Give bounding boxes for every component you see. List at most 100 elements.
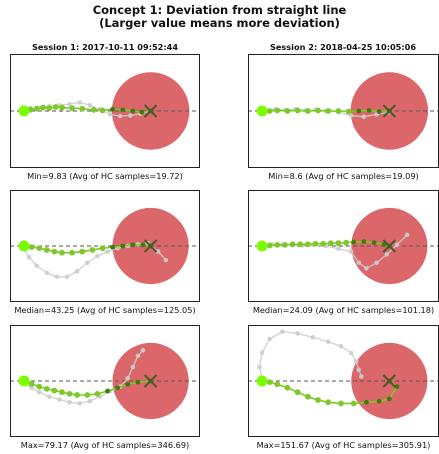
caption-5: Max=79.17 (Avg of HC samples=346.69) bbox=[20, 440, 190, 450]
hc-path-point bbox=[257, 364, 262, 370]
panel-2 bbox=[248, 54, 439, 168]
current-path-point bbox=[28, 380, 35, 387]
current-path-point bbox=[376, 398, 382, 404]
current-path-point bbox=[120, 107, 126, 113]
hc-path-point bbox=[361, 114, 367, 119]
current-path-point bbox=[294, 107, 301, 114]
hc-path-point bbox=[353, 359, 359, 364]
panel-plot-area bbox=[248, 72, 439, 150]
hc-path-point bbox=[77, 100, 83, 105]
current-path-point bbox=[130, 108, 136, 114]
panel-plot-area bbox=[10, 72, 200, 150]
hc-path-point bbox=[404, 232, 410, 238]
hc-path-point bbox=[356, 367, 362, 373]
current-path-point bbox=[110, 106, 116, 112]
current-path-point bbox=[304, 241, 311, 248]
current-path-point bbox=[33, 105, 40, 112]
panel-frame bbox=[10, 54, 200, 168]
current-path-point bbox=[356, 108, 362, 114]
caption-6: Max=151.67 (Avg of HC samples=305.91) bbox=[256, 440, 431, 450]
figure-title: Concept 1: Deviation from straight line … bbox=[0, 4, 439, 30]
hc-path-point bbox=[57, 397, 62, 402]
current-path-point bbox=[43, 247, 50, 253]
figure-title-line2: (Larger value means more deviation) bbox=[99, 16, 340, 30]
hc-path-point bbox=[364, 266, 369, 271]
hc-path-point bbox=[348, 249, 354, 254]
session-2-title: Session 2: 2018-04-25 10:05:06 bbox=[269, 42, 417, 52]
panel-plot-area bbox=[248, 207, 439, 285]
session-1-title: Session 1: 2017-10-11 09:52:44 bbox=[31, 42, 179, 52]
current-path-point bbox=[325, 108, 332, 114]
current-path-point bbox=[284, 384, 291, 391]
start-point bbox=[18, 240, 30, 252]
hc-path-point bbox=[280, 329, 285, 335]
current-path-point bbox=[327, 240, 334, 247]
current-path-point bbox=[361, 239, 367, 244]
panel-plot-area bbox=[10, 342, 200, 420]
hc-path-line bbox=[258, 331, 362, 379]
hc-path-point bbox=[336, 246, 341, 252]
current-path-point bbox=[325, 399, 332, 406]
current-path-point bbox=[51, 248, 58, 255]
current-path-point bbox=[294, 389, 301, 396]
hc-path-point bbox=[105, 249, 110, 254]
hc-path-point bbox=[67, 101, 72, 107]
current-path-point bbox=[94, 390, 101, 397]
current-path-point bbox=[289, 241, 296, 248]
hc-path-point bbox=[140, 347, 146, 353]
current-path-point bbox=[115, 385, 121, 391]
hc-path-point bbox=[77, 401, 83, 406]
start-point bbox=[18, 375, 30, 387]
hc-path-point bbox=[295, 331, 300, 336]
caption-3: Median=43.25 (Avg of HC samples=125.05) bbox=[14, 305, 196, 315]
hc-path-point bbox=[325, 339, 331, 345]
panel-3 bbox=[10, 190, 200, 302]
hc-path-point bbox=[87, 398, 93, 404]
current-path-point bbox=[371, 240, 377, 246]
caption-2: Min=8.6 (Avg of HC samples=19.09) bbox=[268, 171, 419, 181]
hc-path-point bbox=[374, 260, 379, 266]
end-marker-stroke-b bbox=[143, 104, 158, 118]
current-path-point bbox=[66, 390, 73, 397]
hc-path-point bbox=[338, 343, 344, 349]
current-path-point bbox=[89, 247, 96, 253]
current-path-point bbox=[266, 379, 273, 386]
hc-path-point bbox=[356, 260, 362, 266]
hc-path-point bbox=[384, 252, 390, 257]
hc-path-point bbox=[348, 113, 354, 118]
current-path-point bbox=[36, 245, 43, 252]
end-marker-stroke-b bbox=[143, 239, 158, 253]
current-path-point bbox=[59, 104, 65, 111]
current-path-point bbox=[366, 108, 372, 113]
current-path-point bbox=[99, 245, 106, 252]
hc-path-point bbox=[130, 364, 136, 370]
current-path-point bbox=[320, 240, 327, 247]
current-path-point bbox=[266, 108, 273, 114]
hc-path-point bbox=[359, 374, 364, 379]
current-path-point bbox=[69, 105, 76, 112]
end-marker-stroke-b bbox=[382, 104, 397, 118]
current-path-point bbox=[386, 396, 392, 402]
current-path-point bbox=[376, 109, 382, 114]
current-path-point bbox=[84, 392, 91, 398]
hc-path-point bbox=[67, 399, 72, 405]
panel-plot-area bbox=[248, 329, 439, 420]
hc-path-point bbox=[117, 113, 123, 119]
figure-title-line1: Concept 1: Deviation from straight line bbox=[92, 3, 347, 17]
panel-5 bbox=[10, 325, 200, 437]
panel-1 bbox=[10, 54, 200, 168]
current-path-point bbox=[110, 244, 116, 250]
hc-path-point bbox=[95, 253, 100, 259]
hc-path-point bbox=[128, 113, 133, 118]
hc-path-point bbox=[36, 389, 42, 395]
caption-4: Median=24.09 (Avg of HC samples=101.18) bbox=[252, 305, 435, 315]
hc-path-point bbox=[74, 268, 80, 274]
panel-6 bbox=[248, 325, 439, 437]
current-path-point bbox=[99, 107, 106, 114]
current-path-point bbox=[297, 241, 304, 248]
current-path-point bbox=[139, 109, 145, 115]
caption-1: Min=9.83 (Avg of HC samples=19.72) bbox=[27, 171, 183, 181]
hc-path-point bbox=[310, 335, 316, 340]
current-path-point bbox=[120, 243, 126, 249]
